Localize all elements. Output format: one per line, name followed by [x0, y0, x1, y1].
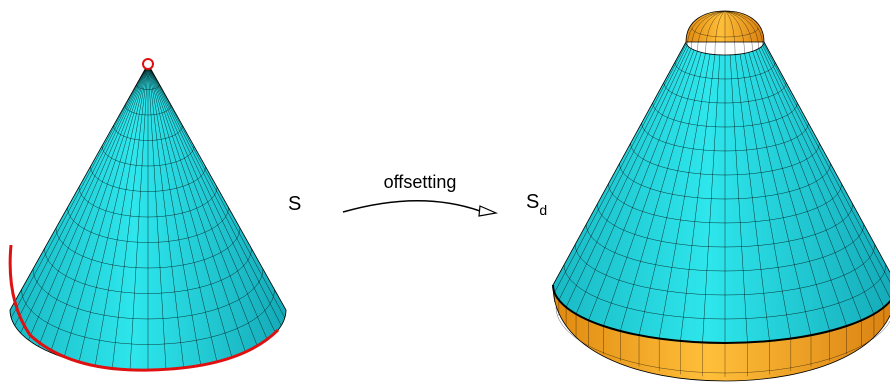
cone-surface: [10, 64, 286, 370]
label-base: S: [526, 191, 539, 213]
label-s: S: [288, 193, 301, 215]
operation-label: offsetting: [384, 172, 457, 192]
apex-point: [143, 59, 153, 69]
arrow: [343, 201, 480, 212]
label-sd: Sd: [526, 191, 547, 218]
label-subscript: d: [539, 202, 547, 218]
arrow-head: [479, 206, 496, 216]
offset-surface: [553, 11, 890, 381]
figure: S offsetting Sd: [0, 0, 890, 387]
